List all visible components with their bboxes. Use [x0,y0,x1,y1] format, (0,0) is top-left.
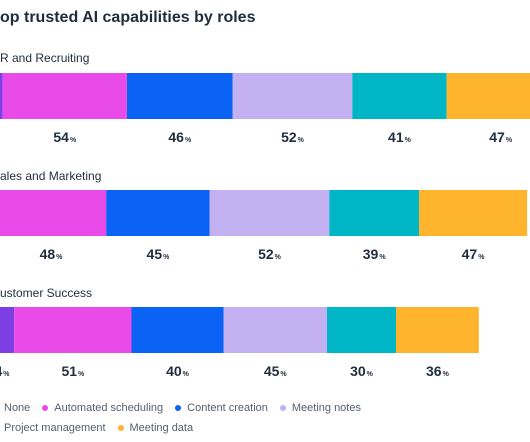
group-title: ales and Marketing [0,169,101,183]
bar-segment-content [126,73,233,119]
bar-segment-scheduling [2,73,127,119]
legend-dot-icon [117,425,124,431]
legend-label: Meeting notes [291,402,361,414]
legend-label: Project management [4,422,106,434]
chart-groups: R and Recruiting 9% 54% 46% 52% 41% 47% ales an… [0,51,530,379]
data-label-data: 47% [489,129,513,145]
data-label-project: 30% [350,363,374,379]
group-title: ustomer Success [0,286,92,300]
bar-segment-none [0,73,3,119]
legend-row: Project management Meeting data [4,418,530,438]
data-label-content: 40% [166,363,190,379]
legend-label: Automated scheduling [54,402,164,414]
legend-label: Content creation [187,402,268,414]
legend-item-project: Project management [4,422,106,434]
bar-segment-notes [209,190,330,236]
legend-item-content: Content creation [175,402,268,414]
data-label-notes: 45% [264,363,288,379]
bar-segment-none [0,307,15,353]
bar-segment-project [352,73,447,119]
data-label-none: 14% [0,363,10,379]
data-label-project: 39% [363,246,387,262]
legend-label: Meeting data [129,422,194,434]
legend-label: None [4,402,31,414]
bar-segment-notes [232,73,353,119]
bar-segment-content [106,190,210,236]
bar-segment-data [419,190,528,236]
bar-segment-project [327,307,396,353]
bar-segment-notes [223,307,327,353]
legend-dot-icon [279,405,286,411]
legend-item-scheduling: Automated scheduling [42,402,163,414]
legend-row: None Automated scheduling Content creation… [4,398,530,418]
data-label-notes: 52% [258,246,282,262]
legend-item-data: Meeting data [117,422,194,434]
data-label-scheduling: 48% [40,246,64,262]
data-label-scheduling: 54% [53,129,77,145]
data-label-none: 9% [0,129,1,145]
data-label-notes: 52% [281,129,305,145]
data-label-data: 36% [426,363,450,379]
legend-item-notes: Meeting notes [279,402,361,414]
stacked-bar-chart: op trusted AI capabilities by roles R an… [0,9,530,379]
bar-segment-scheduling [0,190,107,236]
data-label-scheduling: 51% [61,363,85,379]
data-label-project: 41% [388,129,412,145]
group-title: R and Recruiting [0,51,89,65]
legend-item-none: None [4,402,30,414]
legend-dot-icon [42,405,49,411]
bar-segment-project [329,190,419,236]
data-label-data: 47% [462,246,486,262]
bar-segment-scheduling [14,307,132,353]
chart-title: op trusted AI capabilities by roles [0,9,256,26]
data-label-content: 46% [168,129,192,145]
bar-segment-content [131,307,224,353]
legend: None Automated scheduling Content creation… [4,398,530,438]
bar-segment-data [396,307,479,353]
data-label-content: 45% [147,246,171,262]
legend-dot-icon [175,405,182,411]
bar-segment-data [446,73,530,119]
